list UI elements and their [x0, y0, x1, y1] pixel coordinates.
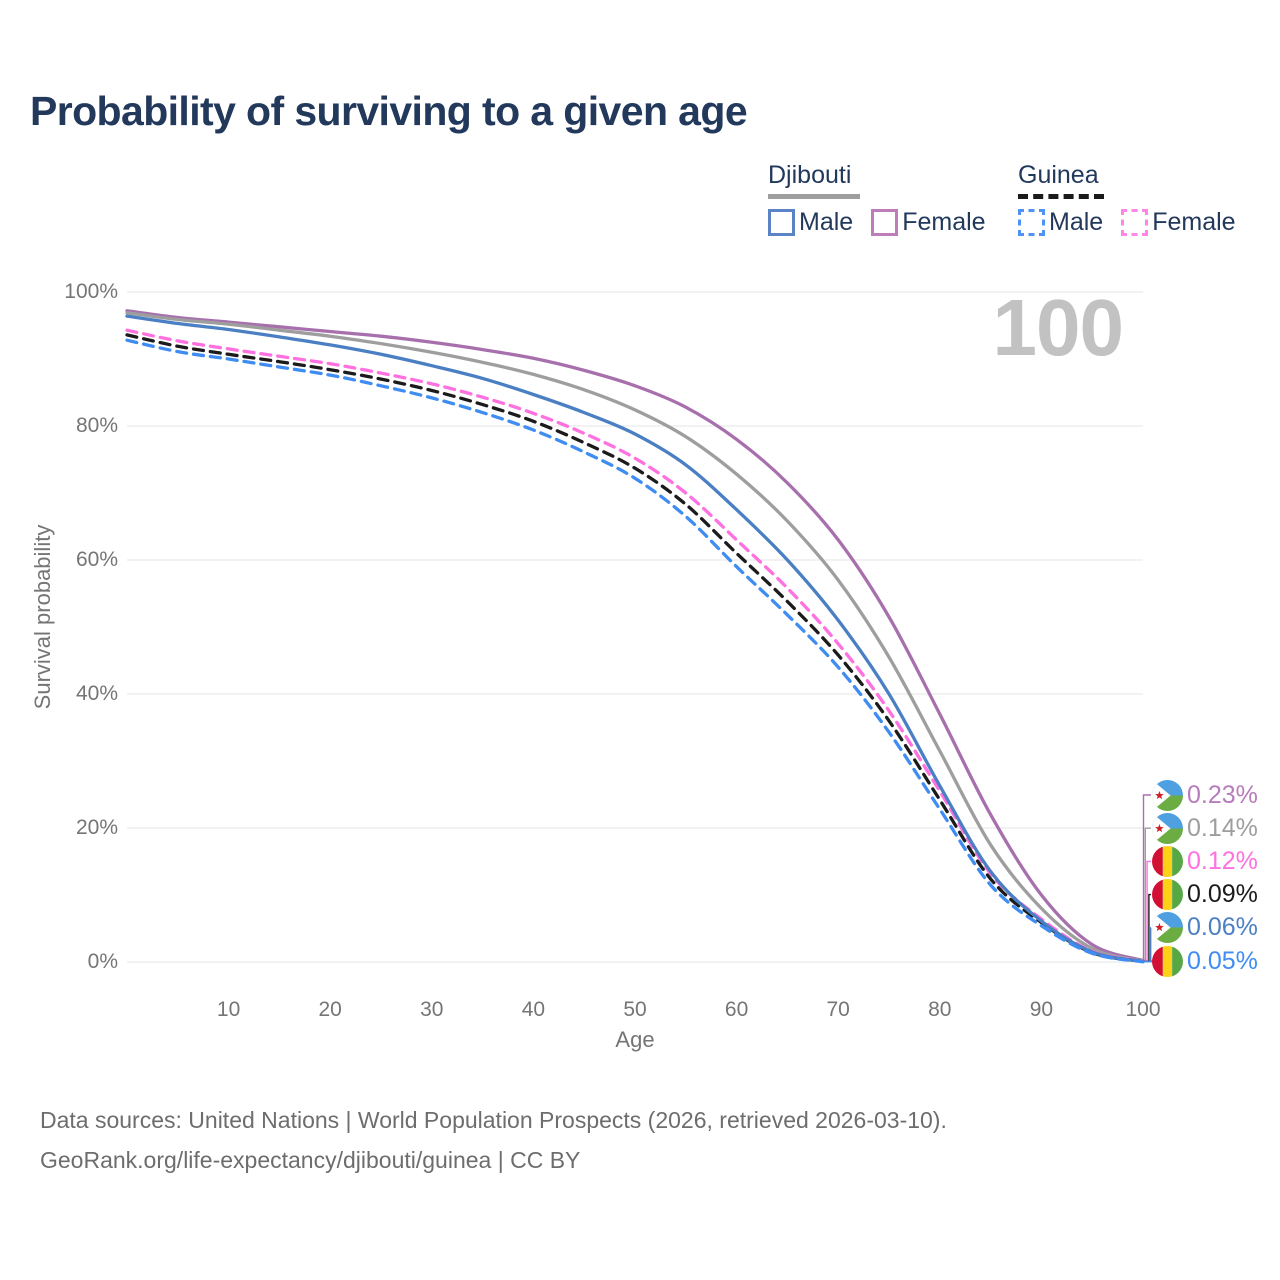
- legend-item-djibouti-male[interactable]: Male: [768, 208, 853, 237]
- end-label-value: 0.23%: [1187, 780, 1258, 809]
- legend-label: Female: [1152, 208, 1236, 236]
- x-tick-label: 80: [928, 998, 952, 1021]
- legend-group-guinea: Guinea Male Female: [1018, 160, 1254, 237]
- djibouti-flag-icon: [1152, 779, 1183, 811]
- x-tick-label: 60: [724, 998, 749, 1021]
- legend-item-guinea-female[interactable]: Female: [1121, 208, 1236, 237]
- legend-group-djibouti: Djibouti Male Female: [768, 160, 1004, 237]
- page-title: Probability of surviving to a given age: [30, 88, 748, 134]
- curve-djibouti-both[interactable]: [125, 311, 1145, 963]
- legend-item-guinea-male[interactable]: Male: [1018, 208, 1103, 237]
- guinea-dashed-line-swatch: [1018, 194, 1104, 199]
- y-tick-label: 60%: [75, 548, 118, 571]
- x-tick-label: 40: [521, 998, 546, 1021]
- legend-row-djibouti: Male Female: [768, 208, 1004, 237]
- end-label-guinea-male: 0.05%: [1152, 945, 1258, 977]
- djibouti-female-swatch-icon: [871, 209, 899, 236]
- legend-row-guinea: Male Female: [1018, 208, 1254, 237]
- legend-label: Male: [1049, 208, 1104, 236]
- djibouti-male-swatch-icon: [768, 209, 795, 236]
- y-tick-label: 40%: [75, 682, 118, 705]
- age-counter-watermark: 100: [992, 283, 1124, 372]
- curve-guinea-female[interactable]: [125, 328, 1145, 963]
- guinea-flag-icon: [1152, 845, 1183, 877]
- legend-label: Male: [799, 208, 854, 236]
- end-label-value: 0.12%: [1187, 846, 1258, 875]
- end-label-guinea-both: 0.09%: [1152, 879, 1258, 911]
- y-tick-label: 100%: [64, 280, 118, 303]
- curve-djibouti-male[interactable]: [125, 314, 1145, 964]
- x-tick-label: 90: [1029, 998, 1054, 1021]
- legend-item-djibouti-female[interactable]: Female: [871, 208, 986, 237]
- djibouti-flag-icon: [1152, 812, 1183, 844]
- legend-country-guinea: Guinea: [1018, 161, 1099, 189]
- x-axis-title: Age: [615, 1027, 655, 1052]
- end-label-guinea-female: 0.12%: [1152, 845, 1258, 877]
- guinea-flag-icon: [1152, 879, 1183, 911]
- end-label-djibouti-female: 0.23%: [1152, 779, 1258, 811]
- curve-guinea-male[interactable]: [125, 338, 1145, 964]
- legend-country-djibouti: Djibouti: [768, 161, 852, 189]
- end-label-djibouti-both: 0.14%: [1152, 812, 1258, 844]
- x-tick-label: 30: [420, 998, 444, 1021]
- legend-label: Female: [902, 208, 986, 236]
- x-tick-label: 20: [318, 998, 342, 1021]
- x-tick-label: 10: [216, 998, 241, 1021]
- x-tick-label: 50: [623, 998, 647, 1021]
- end-label-djibouti-male: 0.06%: [1152, 912, 1258, 944]
- curve-guinea-both[interactable]: [125, 333, 1145, 964]
- guinea-male-swatch-icon: [1018, 209, 1045, 236]
- curve-djibouti-female[interactable]: [125, 309, 1145, 963]
- guinea-flag-icon: [1152, 945, 1183, 977]
- data-sources-text: Data sources: United Nations | World Pop…: [40, 1107, 947, 1133]
- x-tick-label: 100: [1125, 998, 1161, 1021]
- y-tick-label: 0%: [87, 950, 118, 973]
- djibouti-solid-line-swatch: [768, 194, 860, 199]
- djibouti-flag-icon: [1152, 912, 1183, 944]
- end-label-value: 0.05%: [1187, 946, 1258, 975]
- end-label-value: 0.09%: [1187, 880, 1258, 909]
- guinea-female-swatch-icon: [1121, 209, 1149, 236]
- end-label-value: 0.14%: [1187, 813, 1258, 842]
- attribution-link-text: GeoRank.org/life-expectancy/djibouti/gui…: [40, 1147, 581, 1173]
- y-tick-label: 80%: [75, 414, 118, 437]
- x-tick-label: 70: [826, 998, 850, 1021]
- end-label-value: 0.06%: [1187, 913, 1258, 942]
- y-tick-label: 20%: [75, 816, 118, 839]
